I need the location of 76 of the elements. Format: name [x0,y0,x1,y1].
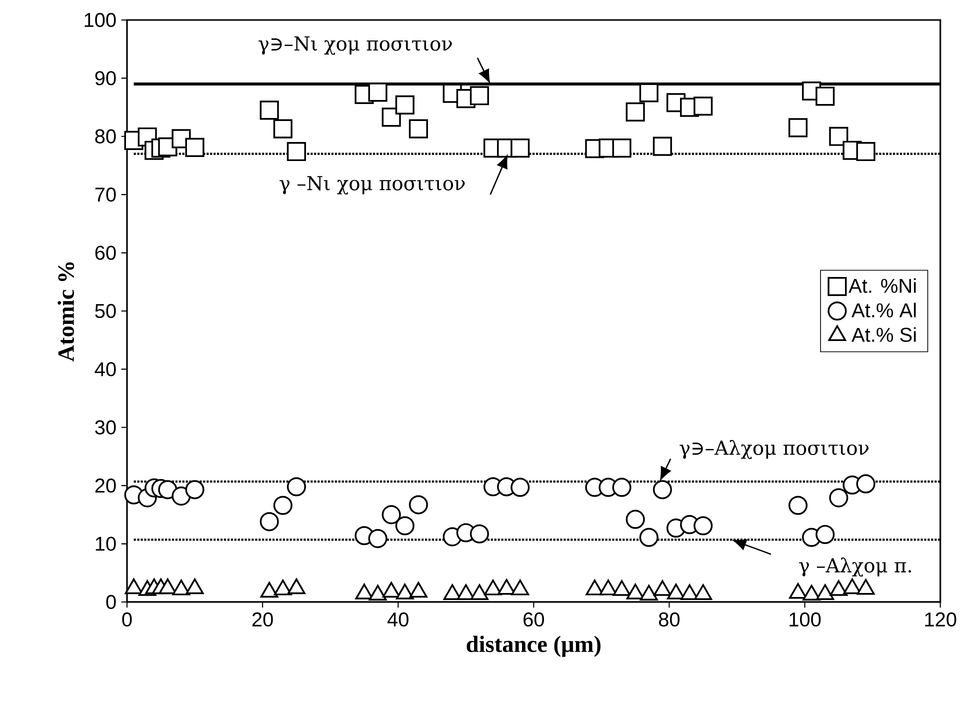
point [186,578,204,594]
point [443,584,462,600]
point [286,142,306,162]
y-tick-label: 0 [106,594,116,610]
x-tick-label: 40 [387,612,408,627]
y-tick-label: 100 [84,12,116,28]
point [470,584,488,600]
point [124,578,143,594]
x-tick-label: 100 [790,612,821,627]
x-tick-label: 80 [658,612,680,627]
point [273,119,292,138]
point [470,86,489,106]
point [802,584,821,601]
point [185,138,204,157]
point [640,584,658,601]
x-tick-label: 20 [252,612,273,627]
y-tick-label: 10 [96,536,116,551]
x-axis-title: distance (μm) [466,636,600,657]
ref-line-label: γ –Αλχομ π. [799,558,912,577]
point [382,582,400,598]
point [816,584,834,600]
point [456,584,475,600]
point [639,83,658,102]
point [409,582,428,598]
point [829,126,848,146]
x-tick-label: 60 [524,612,544,627]
point [158,578,177,594]
point [856,142,876,162]
legend-label: At.% Al [852,302,916,318]
point [626,102,645,122]
point [172,580,190,596]
point [260,582,278,598]
y-tick-label: 80 [95,129,116,144]
point [586,580,604,596]
point [355,584,374,600]
point [843,578,862,594]
point [653,580,672,596]
point [789,583,807,599]
point [396,584,414,600]
point [652,136,672,156]
y-tick-label: 50 [95,304,116,318]
legend-label: At. %Ni [848,278,916,293]
point [694,96,713,116]
point [274,580,292,596]
point [510,138,530,158]
point [511,580,530,596]
point [408,119,428,138]
x-tick-label: 120 [925,612,956,627]
point [816,86,835,106]
y-tick-label: 20 [95,478,116,493]
y-axis-title: Atomic % [58,262,74,362]
point [395,95,414,114]
legend-label: At.% Si [852,327,916,342]
point [856,578,875,595]
point [484,580,502,596]
ref-line-label: γ∋–Nι χομ ποσιτιον [258,36,452,55]
point [626,584,644,600]
point [368,584,387,601]
point [612,580,631,596]
y-tick-label: 60 [95,246,116,260]
ref-line-label: γ –Nι χομ ποσιτιον [280,176,465,194]
y-tick-label: 90 [95,71,116,86]
point [599,580,618,596]
point [368,82,388,102]
point [694,584,712,600]
x-tick-label: 0 [122,612,132,627]
y-tick-label: 30 [95,420,116,434]
point [667,584,685,600]
point [287,578,306,594]
y-tick-label: 70 [95,188,116,202]
y-tick-label: 40 [94,362,116,376]
ref-line-label: γ∋–Αλχομ ποσιτιον [680,440,869,460]
point [260,100,279,120]
point [788,118,808,138]
point [612,138,632,158]
point [830,580,848,596]
